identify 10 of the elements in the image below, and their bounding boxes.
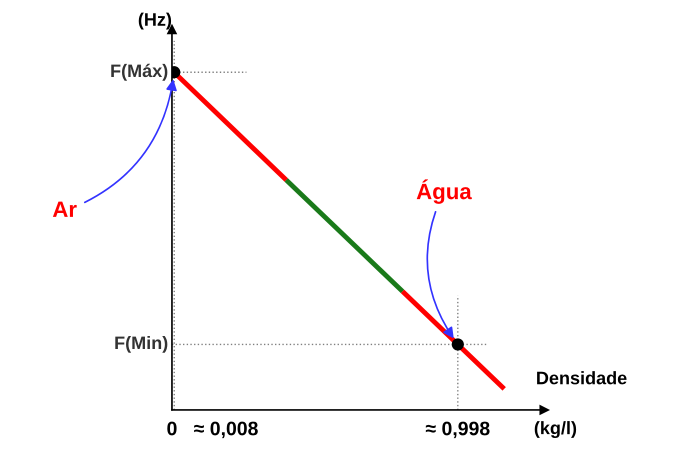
x-tick-label: 0 (167, 422, 177, 436)
y-axis-title: (Hz) (138, 12, 172, 30)
ref-line-label: F(Máx) (111, 64, 168, 81)
x-tick-label: ≈ 0,998 (426, 422, 490, 438)
ref-line-label: ≈ 0,008 (194, 422, 258, 438)
annotation: Ar (52, 202, 77, 217)
x-axis-title: (kg/l) (534, 421, 576, 438)
annotation: Densidade (537, 371, 627, 384)
ref-line-label: F(Min) (115, 336, 168, 353)
annotation: Água (416, 179, 472, 204)
